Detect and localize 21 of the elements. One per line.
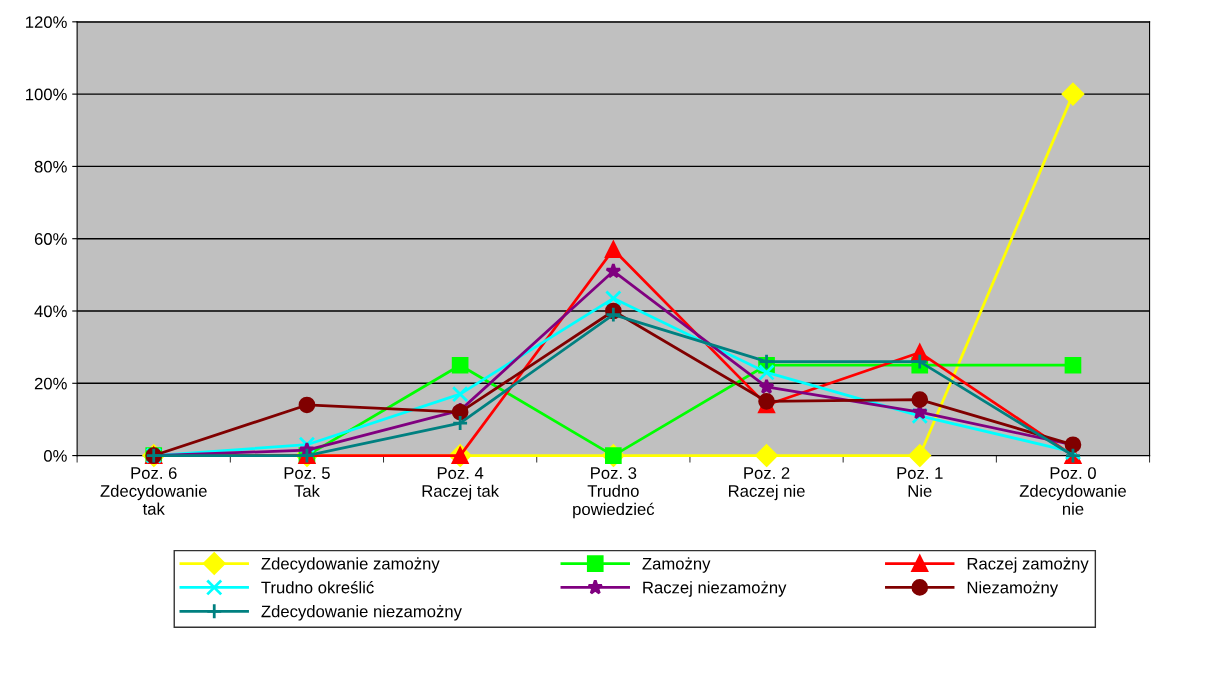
legend-label: Trudno określić	[261, 581, 374, 594]
y-tick-label: 100%	[26, 88, 67, 101]
x-tick-label: Poz. 2 Raczej nie	[729, 467, 805, 501]
legend-label: Raczej zamożny	[967, 557, 1089, 573]
x-tick-label: Poz. 6 Zdecydowanie tak	[100, 467, 207, 515]
x-tick-label: Poz. 0 Zdecydowanie nie	[1019, 467, 1126, 515]
y-tick-label: 0%	[43, 449, 67, 462]
y-tick-label: 20%	[34, 377, 67, 390]
y-tick-label: 120%	[26, 16, 67, 29]
y-tick-label: 60%	[34, 233, 67, 245]
legend-label: Niezamożny	[967, 581, 1059, 597]
y-tick-label: 80%	[34, 160, 67, 173]
legend-label: Zdecydowanie zamożny	[261, 557, 440, 573]
legend-label: Raczej niezamożny	[643, 581, 787, 597]
legend-label: Zdecydowanie niezamożny	[261, 605, 462, 621]
x-tick-label: Poz. 5 Tak	[284, 467, 330, 497]
y-tick-label: 40%	[34, 305, 67, 318]
legend-label: Zamożny	[642, 557, 711, 573]
x-tick-label: Poz. 3 Trudno powiedzieć	[573, 467, 655, 519]
x-tick-label: Poz. 1 Nie	[897, 467, 943, 497]
x-tick-label: Poz. 4 Raczej tak	[422, 467, 500, 501]
